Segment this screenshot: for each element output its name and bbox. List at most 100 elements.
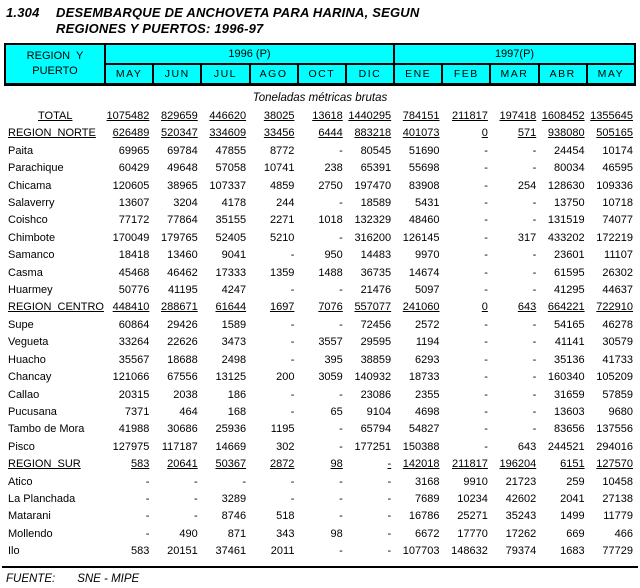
table-row: REGION NORTE 626489 520347 334609 33456 6444 8… [4, 125, 636, 142]
data-cell: 3557 [318, 336, 343, 349]
row-label: Chicama [8, 179, 52, 192]
data-cell: 1608452 [541, 110, 585, 122]
data-cell: 211817 [451, 458, 488, 471]
data-cell: 20315 [118, 388, 150, 401]
row-label: Huacho [8, 353, 46, 366]
data-cell: - [387, 510, 392, 523]
data-cell: - [194, 492, 198, 505]
data-cell: - [242, 475, 247, 488]
data-cell: 1194 [415, 336, 440, 349]
data-cell: 395 [324, 353, 343, 366]
month-header-cell: OCT [296, 63, 347, 86]
row-label: Paita [8, 144, 34, 157]
data-cell: 35567 [118, 353, 150, 366]
data-cell: 14669 [215, 440, 247, 453]
data-cell: 241060 [402, 301, 440, 314]
data-cell: 9680 [608, 405, 633, 418]
table-row: Mollendo - 490 871 343 98 - 6672 17770 17262 669 46… [4, 526, 636, 543]
data-cell: 27138 [602, 492, 633, 505]
data-cell: 13618 [312, 110, 343, 122]
data-cell: 41988 [118, 423, 150, 436]
data-cell: 1440295 [348, 110, 392, 122]
data-cell: 626489 [112, 127, 150, 140]
data-cell: 51690 [408, 144, 440, 157]
month-header-row: MAY JUN JUL AGO OCT DIC ENE FEB MAR ABR MAY [5, 63, 637, 86]
data-cell: 520347 [161, 127, 198, 140]
data-cell: - [484, 318, 488, 331]
data-cell: 77729 [602, 545, 633, 558]
month-header-cell: FEB [441, 63, 492, 86]
data-cell: 3168 [415, 475, 440, 488]
data-cell: 10718 [602, 197, 633, 210]
data-cell: 140932 [354, 371, 392, 384]
data-cell: 186 [227, 388, 247, 401]
data-cell: 10741 [263, 162, 295, 175]
data-cell: 25936 [215, 423, 247, 436]
year-header-row: REGION Y PUERTO 1996 (P) 1997(P) [4, 43, 636, 86]
row-label: Pisco [8, 440, 35, 453]
data-cell: - [484, 179, 488, 192]
data-cell: - [532, 249, 537, 262]
data-cell: 446620 [209, 110, 247, 122]
data-cell: - [339, 440, 343, 453]
data-cell: - [484, 266, 488, 279]
data-cell: 9970 [415, 249, 440, 262]
data-cell: 0 [481, 301, 488, 314]
data-cell: 9104 [366, 405, 392, 418]
data-cell: 132329 [354, 214, 392, 227]
data-cell: 44637 [602, 284, 633, 297]
year-1997-header: 1997(P) [393, 43, 636, 65]
data-cell: 288671 [161, 301, 198, 314]
data-cell: - [290, 492, 295, 505]
table-row: Parachique 60429 49648 57058 10741 238 65391 55… [4, 160, 636, 177]
row-label: Coishco [8, 214, 48, 227]
data-cell: 21476 [360, 284, 392, 297]
table-row: Paita 69965 69784 47855 8772 - 80545 51690 - - 244… [4, 143, 636, 160]
data-cell: 8746 [221, 510, 247, 523]
data-cell: - [484, 440, 488, 453]
data-cell: 67556 [167, 371, 198, 384]
data-cell: 22626 [167, 336, 198, 349]
data-cell: 54165 [554, 318, 585, 331]
data-cell: 38965 [167, 179, 198, 192]
data-cell: - [290, 249, 295, 262]
table-row: Atico - - - - - - 3168 9910 21723 259 10458 [4, 474, 636, 491]
data-cell: 9041 [221, 249, 247, 262]
data-cell: 42602 [505, 492, 537, 505]
data-cell: 3289 [221, 492, 247, 505]
row-label: Matarani [8, 510, 51, 523]
data-cell: - [194, 475, 198, 488]
data-cell: - [532, 423, 537, 436]
data-cell: - [290, 388, 295, 401]
month-header-cell: MAY [103, 63, 155, 86]
source-value: SNE - MIPE [77, 573, 140, 585]
data-cell: 35136 [554, 353, 585, 366]
row-label: Tambo de Mora [8, 423, 85, 436]
data-cell: - [484, 388, 488, 401]
data-cell: 83656 [554, 423, 585, 436]
data-cell: 294016 [596, 440, 633, 453]
data-cell: 48460 [408, 214, 440, 227]
data-cell: 17333 [215, 266, 247, 279]
data-cell: 3473 [221, 336, 247, 349]
data-cell: 38859 [360, 353, 392, 366]
table-body: TOTAL 1075482 829659 446620 38025 13618 144029… [4, 108, 636, 561]
data-cell: 11107 [604, 249, 633, 262]
data-cell: 196204 [499, 458, 537, 471]
data-cell: 65794 [360, 423, 392, 436]
data-cell: - [532, 353, 537, 366]
data-cell: 1697 [269, 301, 295, 314]
data-cell: 13607 [118, 197, 150, 210]
data-cell: 3059 [318, 371, 343, 384]
data-cell: 2271 [269, 214, 295, 227]
data-cell: 433202 [547, 231, 585, 244]
data-cell: 11779 [603, 510, 633, 523]
units-subtitle: Toneladas métricas brutas [252, 92, 388, 104]
data-cell: 13460 [167, 249, 198, 262]
month-header-cell: AGO [248, 63, 299, 86]
row-label: Callao [8, 388, 40, 401]
data-cell: 25271 [457, 510, 488, 523]
table-row: Chicama 120605 38965 107337 4859 2750 197470 83… [4, 178, 636, 195]
data-cell: 3204 [173, 197, 198, 210]
data-cell: 35243 [505, 510, 537, 523]
